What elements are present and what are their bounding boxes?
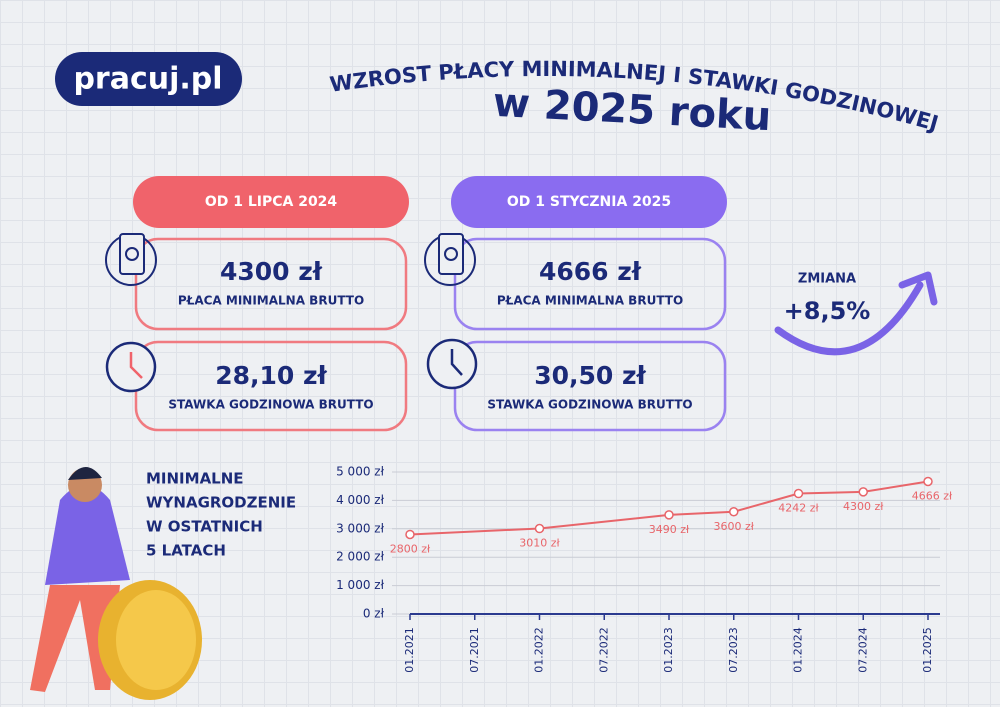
card-value: 28,10 zł [215, 361, 327, 390]
money-icon [424, 233, 476, 286]
point [405, 529, 415, 540]
period-label: OD 1 STYCZNIA 2025 [507, 194, 671, 210]
y-tick-label: 1 000 zł [336, 578, 384, 592]
x-tick-label: 07.2024 [856, 627, 869, 673]
point [729, 507, 739, 517]
change-arrow-head [898, 271, 938, 306]
chart-title: WYNAGRODZENIE [146, 494, 296, 512]
card-value: 4300 zł [220, 257, 323, 286]
y-tick-label: 4 000 zł [336, 493, 384, 507]
clock-icon [426, 338, 478, 390]
chart: 0 zł 1 000 zł 2 000 zł 3 000 zł 4 000 zł 5 00… [336, 465, 953, 673]
data-label: 3600 zł [714, 520, 755, 533]
x-tick-label: 07.2023 [727, 627, 740, 673]
chart-title: MINIMALNE [146, 470, 244, 488]
x-tick-label: 01.2022 [533, 627, 546, 673]
data-label: 4666 zł [912, 489, 953, 502]
card-label: PŁACA MINIMALNA BRUTTO [178, 294, 364, 308]
data-label: 2800 zł [390, 542, 431, 555]
period-label: OD 1 LIPCA 2024 [205, 194, 338, 210]
x-tick-label: 01.2024 [792, 627, 805, 673]
y-tick-label: 3 000 zł [336, 521, 384, 535]
change-arrow [774, 281, 924, 356]
period-pill [451, 176, 727, 228]
x-tick-label: 01.2025 [921, 627, 934, 673]
data-label: 4242 zł [778, 502, 819, 515]
chart-title: W OSTATNICH [146, 518, 263, 536]
x-tick-label: 07.2022 [597, 627, 610, 673]
card-value: 4666 zł [539, 257, 642, 286]
card-label: STAWKA GODZINOWA BRUTTO [487, 398, 692, 412]
y-tick-label: 2 000 zł [336, 550, 384, 564]
money-icon [105, 233, 157, 286]
point [858, 487, 868, 497]
logo-badge [55, 52, 242, 106]
x-tick-label: 07.2021 [468, 627, 481, 673]
point [534, 523, 545, 534]
logo: pracuj.pl [73, 62, 222, 97]
period-pill [133, 176, 409, 228]
illustration [30, 466, 202, 700]
clock-icon [105, 341, 157, 393]
card-value: 30,50 zł [534, 361, 646, 390]
data-label: 3010 zł [519, 537, 560, 550]
card-label: STAWKA GODZINOWA BRUTTO [168, 398, 373, 412]
point [664, 510, 674, 520]
change-label: ZMIANA [798, 272, 856, 287]
change-value: +8,5% [784, 297, 871, 325]
data-label: 3490 zł [649, 523, 690, 536]
point [793, 488, 804, 499]
x-tick-label: 01.2021 [403, 627, 416, 673]
chart-title: 5 LATACH [146, 542, 226, 560]
y-tick-label: 0 zł [363, 607, 385, 621]
card-label: PŁACA MINIMALNA BRUTTO [497, 294, 683, 308]
x-tick-label: 01.2023 [662, 627, 675, 673]
y-tick-label: 5 000 zł [336, 465, 384, 479]
data-label: 4300 zł [843, 500, 884, 513]
point [923, 476, 933, 487]
